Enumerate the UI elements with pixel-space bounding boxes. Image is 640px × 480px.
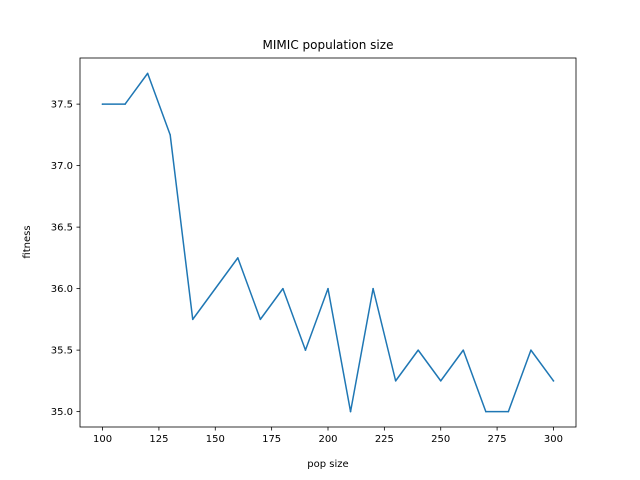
x-tick-label: 250 (431, 434, 450, 445)
data-point (259, 318, 262, 321)
chart-title: MIMIC population size (263, 38, 394, 52)
y-tick-label: 37.5 (51, 100, 73, 111)
x-axis-label: pop size (307, 459, 348, 470)
x-tick-label: 200 (318, 434, 337, 445)
data-point (507, 410, 510, 413)
x-tick-label: 300 (544, 434, 563, 445)
y-tick-label: 36.5 (51, 223, 73, 234)
data-point (124, 103, 126, 105)
data-point (101, 103, 104, 105)
data-point (237, 257, 239, 259)
data-point (530, 349, 532, 351)
y-tick-label: 37.0 (51, 161, 73, 172)
x-tick-label: 125 (149, 434, 168, 445)
data-point (552, 380, 555, 382)
plot-area (101, 72, 555, 413)
x-tick-label: 150 (206, 434, 225, 445)
data-point (439, 380, 442, 382)
x-tick-label: 275 (488, 434, 507, 445)
data-point (304, 349, 307, 351)
data-point (417, 349, 419, 351)
data-point (462, 349, 465, 351)
axes-frame (79, 57, 577, 428)
x-tick-label: 100 (93, 434, 112, 445)
y-tick-label: 35.5 (51, 346, 73, 357)
data-point (327, 287, 329, 290)
data-point (349, 410, 352, 413)
data-point (214, 287, 217, 290)
data-point (372, 287, 374, 290)
data-point (394, 380, 397, 382)
x-tick-label: 175 (262, 434, 281, 445)
data-point (146, 72, 149, 75)
data-point (169, 134, 171, 136)
data-point (485, 410, 487, 413)
y-tick-label: 35.0 (51, 407, 73, 418)
x-tick-label: 225 (375, 434, 394, 445)
y-tick-label: 36.0 (51, 284, 73, 295)
x-axis: 100 125 150 175 200 225 250 275 300 (93, 427, 563, 445)
data-point (282, 287, 284, 290)
data-point (191, 318, 194, 321)
y-axis-label: fitness (22, 225, 33, 258)
y-axis: 35.0 35.5 36.0 36.5 37.0 37.5 (51, 100, 80, 418)
